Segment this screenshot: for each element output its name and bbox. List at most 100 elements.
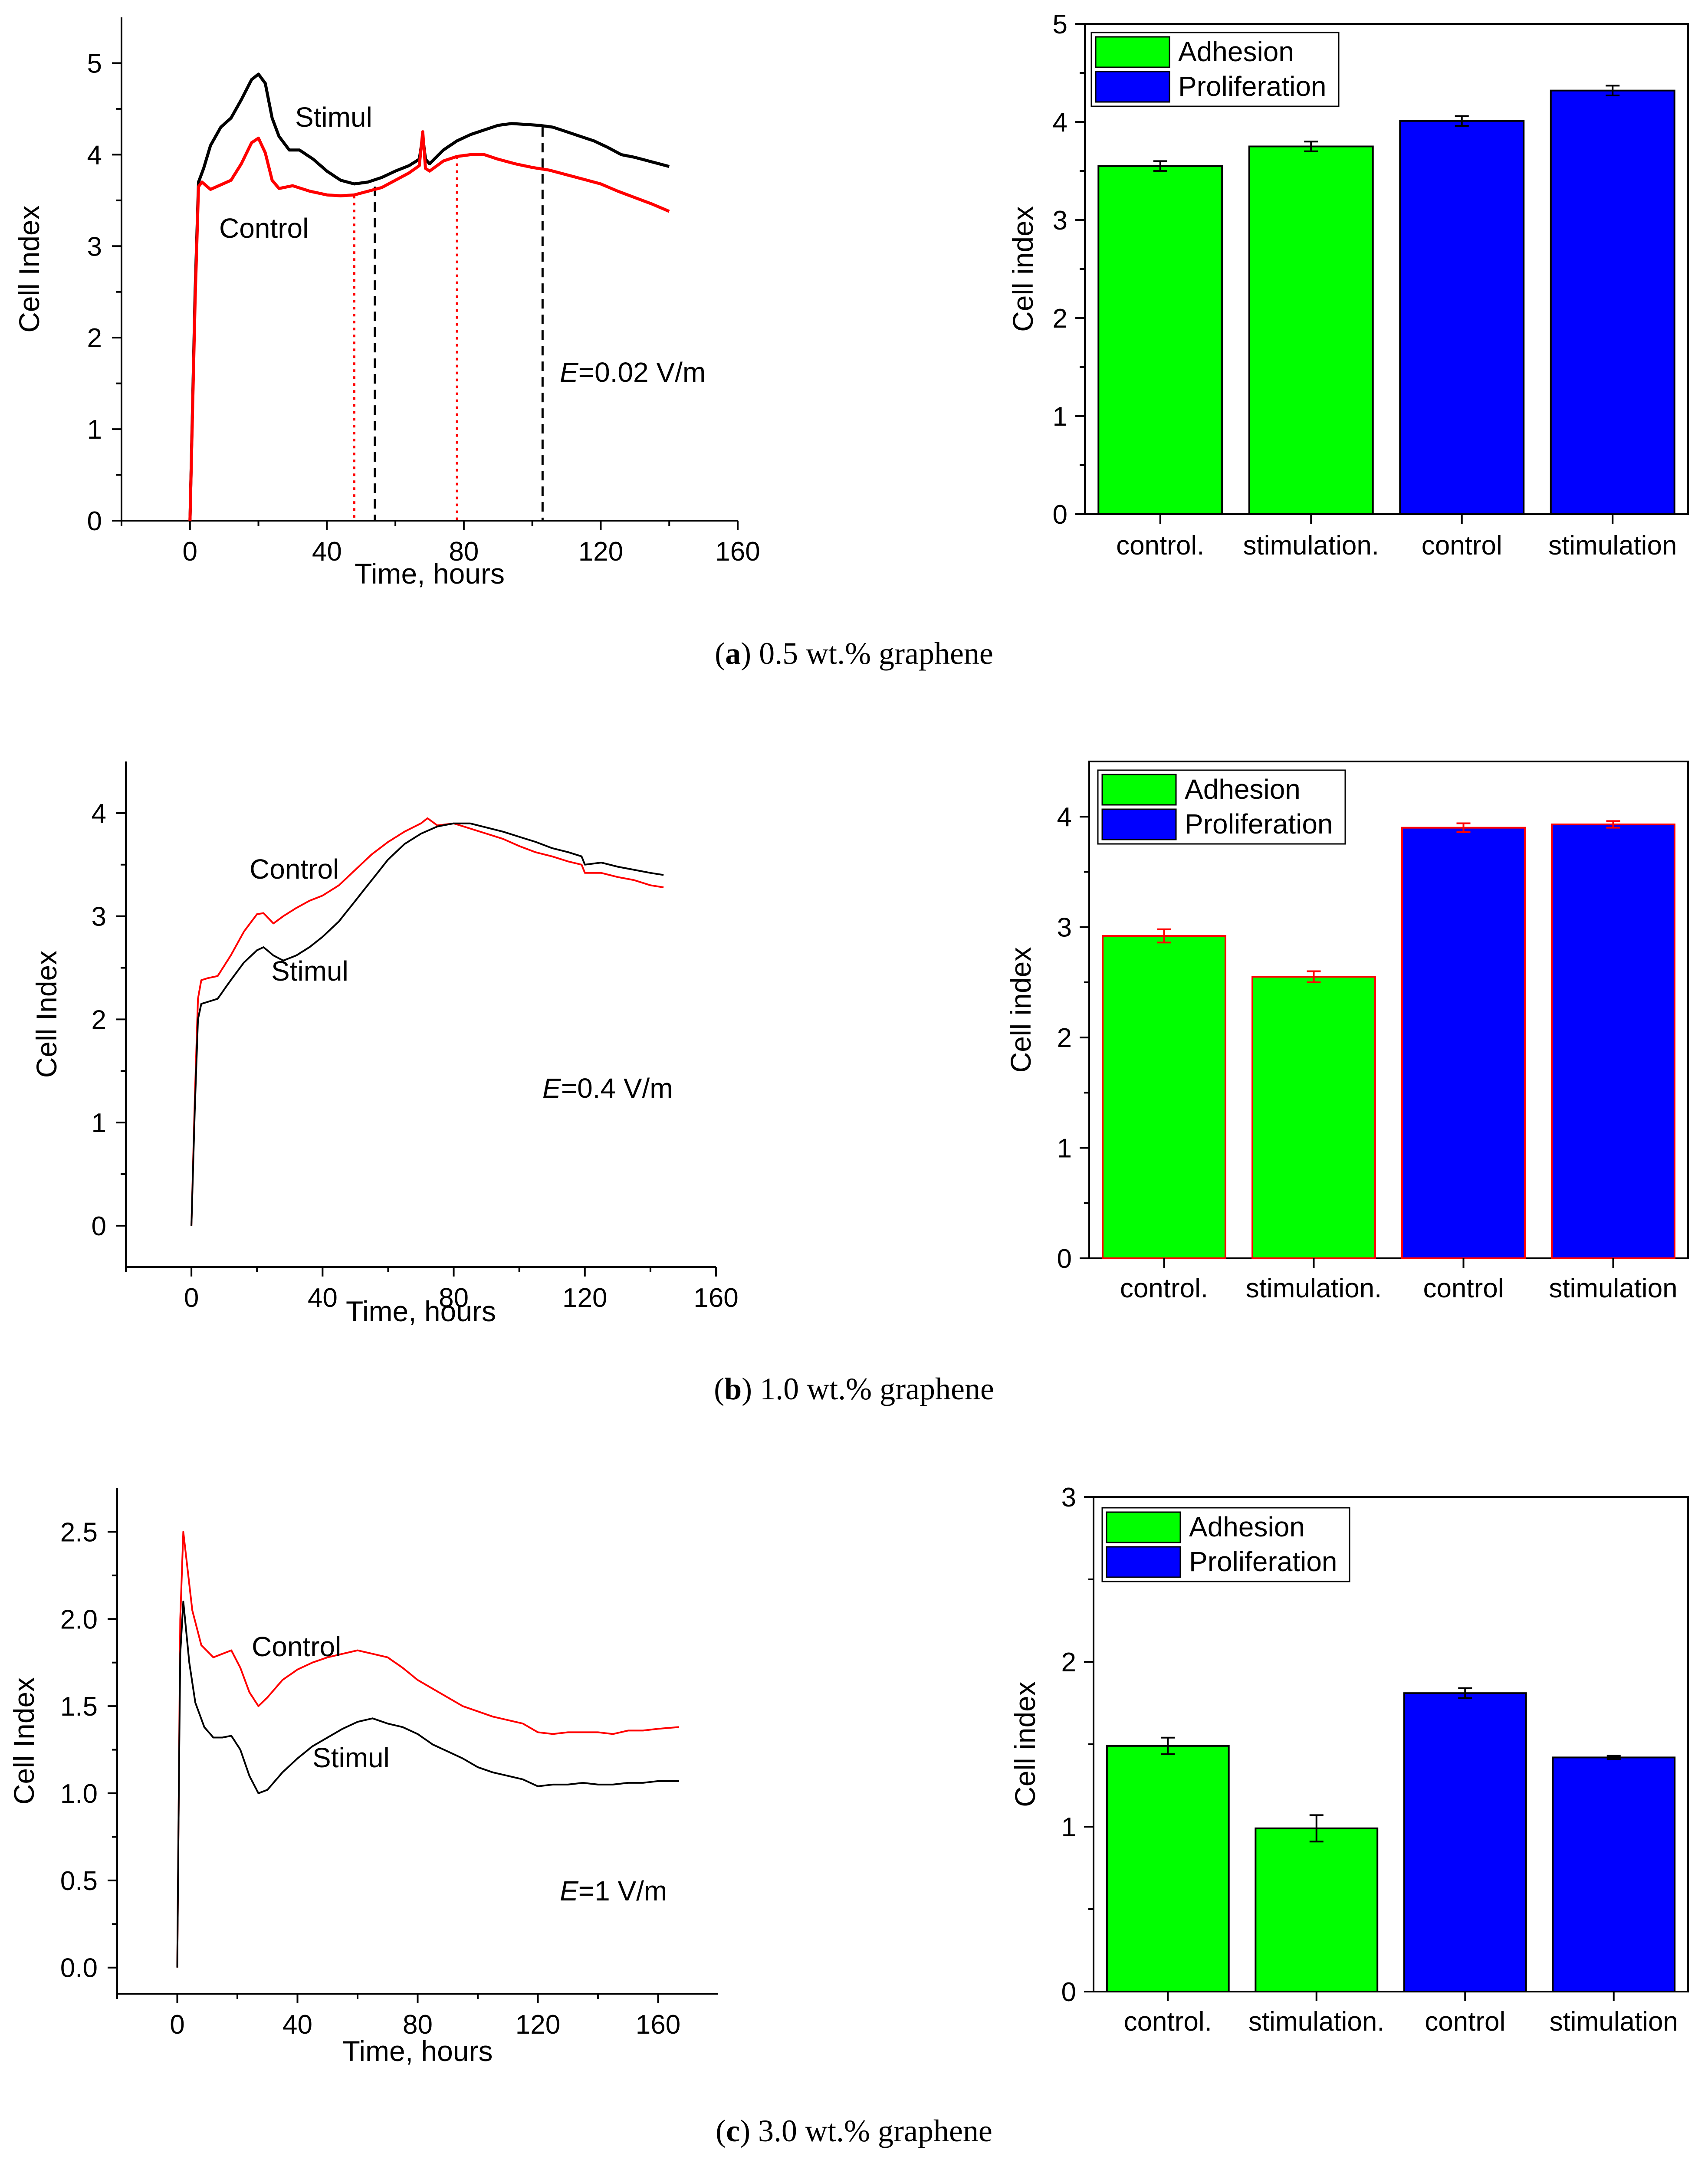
- y-tick-label: 1.5: [60, 1692, 98, 1722]
- bar-chart-b: 0 1 2 3 4 Cell index control. stimulation. contr…: [1005, 761, 1689, 1303]
- x-tick-label: 160: [636, 2010, 680, 2040]
- y-tick-label: 2.5: [60, 1517, 98, 1547]
- y-tick-label: 0: [87, 506, 102, 536]
- figure-caption-b: (b) 1.0 wt.% graphene: [714, 1372, 994, 1406]
- caption-letter: c: [726, 2113, 740, 2148]
- series-label-stimul: Stimul: [271, 955, 348, 987]
- y-tick-label: 3: [1057, 913, 1072, 943]
- x-tick-label: 0: [183, 537, 197, 567]
- y-tick-label: 2: [1053, 304, 1068, 334]
- y-tick-label: 1: [1053, 402, 1068, 432]
- y-tick-label: 0: [1053, 500, 1068, 530]
- series-label-stimul: Stimul: [312, 1742, 390, 1773]
- series-line-control: [188, 130, 670, 521]
- x-axis-title: Time, hours: [343, 2035, 493, 2067]
- bar-proliferation-2: [1399, 120, 1525, 515]
- y-tick-label: 3: [1053, 206, 1068, 236]
- x-axis-title: Time, hours: [346, 1295, 496, 1327]
- y-tick-label: 1: [87, 415, 102, 445]
- legend-swatch-adhesion: [1095, 36, 1170, 68]
- y-tick-label: 5: [87, 49, 102, 79]
- y-tick-label: 2.0: [60, 1605, 98, 1634]
- x-tick-label: 160: [715, 537, 760, 567]
- y-tick-label: 4: [92, 799, 106, 829]
- y-tick-label: 2: [1061, 1647, 1076, 1677]
- plot-frame: [1088, 761, 1689, 1259]
- legend-label-proliferation: Proliferation: [1185, 808, 1333, 840]
- bar-adhesion-1: [1248, 145, 1374, 515]
- y-tick-label: 1: [1061, 1812, 1076, 1842]
- category-label: control: [1423, 1273, 1504, 1303]
- y-axis-title: Cell index: [1009, 1681, 1041, 1807]
- legend-label-proliferation: Proliferation: [1178, 71, 1327, 102]
- field-symbol: E: [560, 357, 579, 388]
- bar-proliferation-3: [1550, 89, 1675, 515]
- x-tick-label: 160: [693, 1283, 738, 1313]
- y-tick-label: 1: [92, 1108, 106, 1138]
- x-tick-label: 0: [184, 1283, 199, 1313]
- y-tick-label: 3: [87, 232, 102, 262]
- figure-caption-c: (c) 3.0 wt.% graphene: [716, 2113, 992, 2148]
- legend-label-proliferation: Proliferation: [1189, 1546, 1337, 1577]
- y-tick-label: 1.0: [60, 1779, 98, 1809]
- category-label: control.: [1116, 531, 1204, 561]
- x-tick-label: 120: [516, 2010, 560, 2040]
- y-tick-label: 2: [87, 323, 102, 353]
- legend-swatch-proliferation: [1106, 1546, 1181, 1578]
- x-tick-label: 40: [282, 2010, 312, 2040]
- field-value: =1 V/m: [578, 1875, 667, 1907]
- line-chart-c: 0.0 0.5 1.0 1.5 2.0 2.5 0 40 80 120 160 Time, hours…: [8, 1488, 718, 2067]
- field-value: =0.4 V/m: [561, 1073, 673, 1104]
- bar-adhesion-1: [1251, 976, 1376, 1260]
- bar-adhesion-0: [1106, 1745, 1230, 1993]
- x-axis-title: Time, hours: [355, 558, 505, 590]
- field-symbol: E: [560, 1875, 579, 1907]
- x-tick-label: 120: [562, 1283, 607, 1313]
- field-strength-label: E=0.4 V/m: [542, 1073, 673, 1104]
- legend-swatch-proliferation: [1101, 808, 1177, 840]
- y-axis-title: Cell Index: [30, 951, 62, 1078]
- y-tick-label: 0.5: [60, 1866, 98, 1896]
- x-tick-label: 40: [308, 1283, 338, 1313]
- series-label-control: Control: [252, 1631, 341, 1662]
- series-line-stimul: [188, 72, 670, 521]
- y-tick-label: 5: [1053, 10, 1068, 39]
- x-tick-label: 80: [449, 537, 479, 567]
- figure-caption-a: (a) 0.5 wt.% graphene: [715, 636, 993, 671]
- y-tick-label: 1: [1057, 1134, 1072, 1164]
- y-tick-label: 2: [1057, 1023, 1072, 1053]
- bar-proliferation-2: [1403, 1692, 1527, 1992]
- field-symbol: E: [542, 1073, 562, 1104]
- category-label: stimulation: [1548, 531, 1677, 561]
- series-label-control: Control: [250, 853, 339, 885]
- y-tick-label: 4: [87, 140, 102, 170]
- field-value: =0.02 V/m: [578, 357, 706, 388]
- bar-chart-a: 0 1 2 3 4 5 Cell index control. stimulation. cont…: [1007, 10, 1689, 561]
- y-tick-label: 0: [1061, 1977, 1076, 2007]
- bar-proliferation-2: [1401, 827, 1526, 1259]
- legend-label-adhesion: Adhesion: [1178, 36, 1294, 67]
- category-label: stimulation: [1550, 2007, 1678, 2037]
- y-axis-title: Cell index: [1007, 206, 1039, 332]
- bar-proliferation-3: [1552, 1756, 1676, 1992]
- field-strength-label: E=1 V/m: [560, 1875, 667, 1907]
- caption-paren: (: [715, 636, 725, 671]
- legend-swatch-adhesion: [1106, 1511, 1181, 1543]
- series-label-control: Control: [219, 213, 309, 244]
- bar-adhesion-0: [1102, 935, 1226, 1259]
- caption-paren: (: [716, 2113, 726, 2148]
- caption-text: 1.0 wt.% graphene: [752, 1372, 994, 1406]
- caption-text: 0.5 wt.% graphene: [751, 636, 993, 671]
- x-tick-label: 80: [403, 2010, 433, 2040]
- bar-adhesion-1: [1255, 1827, 1379, 1992]
- caption-letter: b: [724, 1372, 742, 1406]
- caption-text: 3.0 wt.% graphene: [750, 2113, 992, 2148]
- y-tick-label: 0.0: [60, 1953, 98, 1983]
- y-tick-label: 3: [1061, 1483, 1076, 1513]
- series-line-stimul: [176, 1601, 679, 1968]
- caption-paren: ): [742, 1372, 752, 1406]
- legend-label-adhesion: Adhesion: [1185, 774, 1301, 805]
- x-tick-label: 80: [439, 1283, 469, 1313]
- legend-swatch-adhesion: [1101, 774, 1177, 806]
